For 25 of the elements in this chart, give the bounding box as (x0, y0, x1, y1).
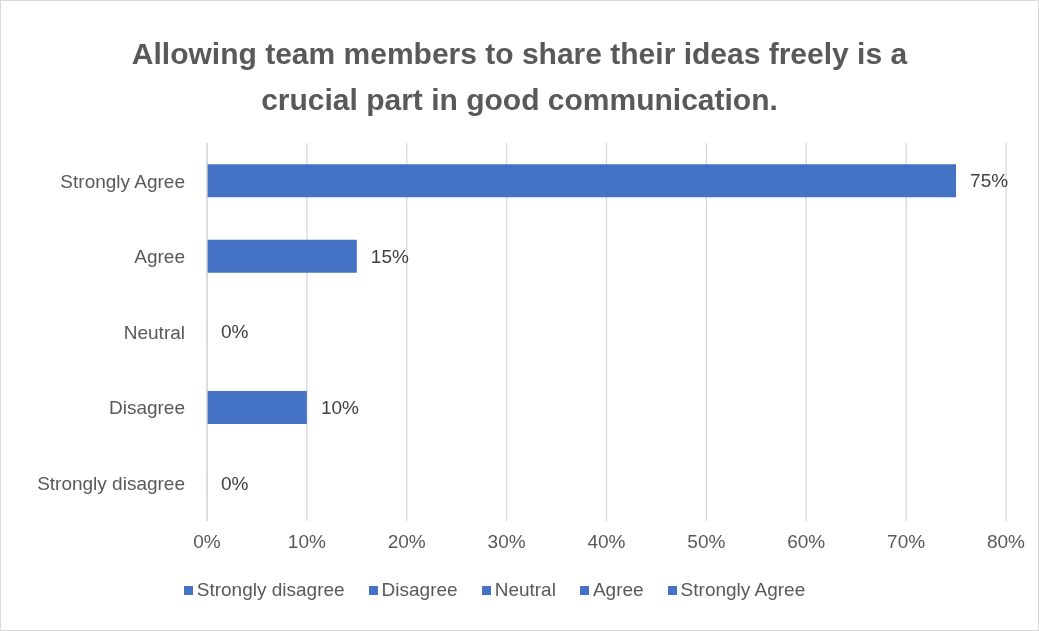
x-tick-label: 20% (387, 531, 426, 553)
x-tick-label: 40% (587, 531, 626, 553)
chart-title: Allowing team members to share their ideas freely is a crucial part in good communication. (130, 36, 909, 118)
data-label: 0% (221, 472, 249, 494)
legend-label: Agree (592, 579, 644, 600)
x-tick-label: 30% (487, 531, 526, 553)
data-label: 10% (320, 396, 360, 418)
x-tick-label: 60% (787, 531, 826, 553)
x-tick-label: 50% (687, 531, 726, 553)
data-label: 15% (370, 245, 409, 267)
x-tick-label: 10% (287, 531, 326, 553)
legend-label: Strongly Agree (680, 579, 806, 600)
legend-label: Disagree (381, 579, 458, 600)
data-label: 75% (970, 170, 1009, 192)
y-tick-label: Agree (134, 246, 185, 268)
y-tick-label: Neutral (123, 321, 185, 343)
data-label: 0% (221, 321, 249, 343)
x-tick-label: 70% (887, 531, 926, 553)
y-tick-label: Disagree (108, 397, 185, 419)
legend-label: Strongly disagree (196, 579, 345, 600)
x-tick-label: 0% (193, 531, 221, 553)
y-tick-label: Strongly Agree (60, 170, 185, 192)
y-tick-label: Strongly disagree (37, 472, 185, 494)
x-tick-label: 80% (986, 531, 1026, 553)
legend-label: Neutral (494, 579, 556, 600)
